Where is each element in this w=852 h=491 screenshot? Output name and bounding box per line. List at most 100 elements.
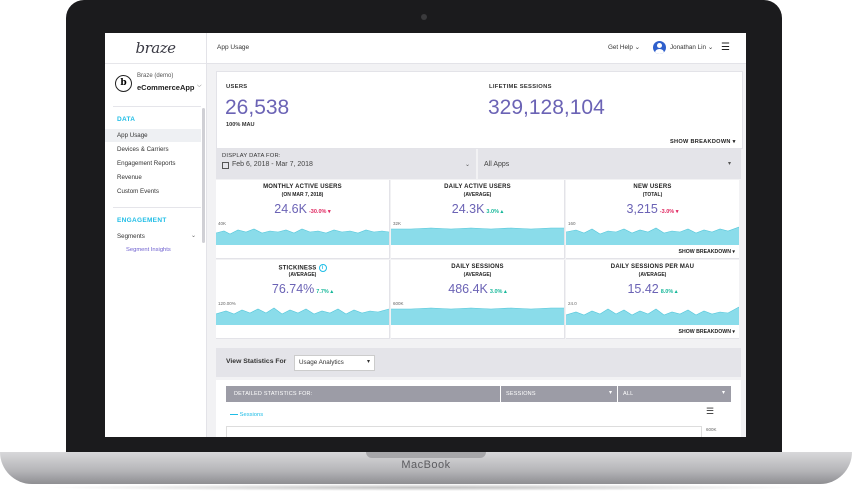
show-breakdown-button[interactable]: SHOW BREAKDOWN ▾: [678, 249, 736, 255]
user-icon: [657, 43, 662, 48]
device-label: MacBook: [401, 459, 451, 471]
metric-value-text: 24.6K: [274, 202, 307, 216]
metric-title: DAILY SESSIONS PER MAU: [610, 264, 695, 270]
sparkline-line: [216, 228, 389, 235]
user-icon-body: [655, 49, 664, 54]
chevron-down-icon[interactable]: ⌄: [191, 233, 197, 239]
metric-delta: -3.0% ▾: [659, 209, 679, 215]
sparkline-area: [216, 308, 389, 325]
legend-line-icon: [230, 413, 238, 415]
divider: [113, 207, 201, 208]
users-value: 26,538: [225, 96, 290, 119]
sparkline-line: [391, 227, 564, 230]
nav-section-data: DATA: [117, 116, 136, 123]
sparkline-area: [391, 308, 564, 325]
chevron-down-icon: ⌄: [707, 44, 714, 51]
sessions-legend[interactable]: Sessions: [230, 412, 263, 418]
apps-filter[interactable]: All Apps ▾: [478, 149, 741, 179]
sidebar-item-devices-carriers[interactable]: Devices & Carriers: [117, 146, 169, 153]
sidebar-item-revenue[interactable]: Revenue: [117, 174, 142, 181]
lifetime-sessions-label: LIFETIME SESSIONS: [489, 84, 552, 90]
sessions-chart-area: [226, 426, 702, 437]
metric-value-text: 24.3K: [451, 202, 485, 216]
sparkline-area: [566, 307, 739, 325]
sessions-legend-label: Sessions: [239, 412, 264, 418]
sparkline-area: [566, 227, 739, 245]
metric-title: STICKINESS i: [216, 264, 389, 272]
top-bar: App Usage Get Help ⌄ Jonathan Lin ⌄ ☰: [207, 33, 746, 64]
metric-title: DAILY SESSIONS: [451, 264, 504, 270]
show-breakdown-button[interactable]: SHOW BREAKDOWN ▾: [678, 329, 736, 335]
metric-subtitle: (AVERAGE): [463, 272, 492, 278]
date-range-filter[interactable]: DISPLAY DATA FOR: Feb 6, 2018 - Mar 7, 2…: [216, 149, 476, 179]
detailed-statistics-header: DETAILED STATISTICS FOR: SESSIONS ▾ ALL …: [226, 386, 731, 402]
nav-section-engagement: ENGAGEMENT: [117, 217, 167, 224]
braze-logo[interactable]: braze: [135, 39, 177, 57]
metric-axis-label: 24.0: [568, 301, 577, 306]
divider: [113, 106, 201, 107]
sidebar-item-app-usage[interactable]: App Usage: [105, 129, 201, 142]
metric-value: 76.74% 7.7% ▴: [216, 282, 389, 296]
sessions-column-select[interactable]: SESSIONS: [506, 391, 536, 397]
users-mau: 100% MAU: [226, 122, 255, 128]
metric-delta: 3.0% ▴: [486, 209, 504, 215]
view-statistics-bar: View Statistics For Usage Analytics ▾: [216, 348, 741, 377]
avatar[interactable]: [653, 41, 666, 54]
metric-sparkline: [566, 306, 739, 325]
chart-menu-icon[interactable]: ☰: [706, 406, 715, 416]
get-help-menu[interactable]: Get Help ⌄: [608, 44, 640, 51]
sidebar-scrollbar[interactable]: [202, 108, 205, 243]
sparkline-area: [391, 228, 564, 245]
metric-sparkline: [216, 307, 389, 325]
metric-value-text: 486.4K: [448, 282, 488, 296]
statistics-select-value: Usage Analytics: [299, 359, 344, 366]
all-column-label: ALL: [623, 391, 634, 397]
show-breakdown-label: SHOW BREAKDOWN: [670, 139, 731, 145]
statistics-select[interactable]: Usage Analytics ▾: [294, 355, 375, 371]
metric-sparkline: [216, 228, 389, 245]
display-data-label: DISPLAY DATA FOR:: [222, 153, 281, 159]
all-column-select[interactable]: ALL: [623, 391, 633, 397]
metric-axis-label: 40K: [218, 221, 227, 226]
divider: [500, 386, 501, 402]
metric-title: MONTHLY ACTIVE USERS: [263, 184, 342, 190]
show-breakdown-button[interactable]: SHOW BREAKDOWN ▾: [670, 139, 736, 145]
hamburger-menu-icon[interactable]: ☰: [721, 42, 730, 53]
metric-subtitle: (AVERAGE): [463, 192, 492, 198]
sidebar: braze b Braze (demo) eCommerceApp ⌵ DATA…: [105, 33, 207, 437]
lifetime-sessions-value: 329,128,104: [488, 96, 605, 119]
metric-tile-daily-active-users: DAILY ACTIVE USERS (AVERAGE) 24.3K 3.0% ▴ 32…: [391, 180, 565, 259]
logo-bar: braze: [105, 33, 206, 64]
metric-delta: -30.0% ▾: [308, 209, 331, 215]
metric-value: 24.6K -30.0% ▾: [216, 202, 389, 216]
metric-subtitle: (AVERAGE): [638, 272, 667, 278]
metric-axis-label: 120.00%: [218, 301, 236, 306]
metric-delta: 7.7% ▴: [316, 289, 334, 295]
metric-title: DAILY ACTIVE USERS: [444, 184, 511, 190]
sessions-column-label: SESSIONS: [506, 391, 536, 397]
user-name: Jonathan Lin: [670, 44, 707, 51]
metric-sparkline: [566, 226, 739, 245]
page-title: App Usage: [217, 44, 250, 51]
sidebar-subitem-segment-insights[interactable]: Segment Insights: [126, 247, 171, 253]
chevron-down-icon: ⌵: [197, 83, 202, 89]
app-screen: braze b Braze (demo) eCommerceApp ⌵ DATA…: [105, 33, 746, 437]
user-menu[interactable]: Jonathan Lin ⌄: [670, 44, 713, 51]
metric-value: 486.4K 3.0% ▴: [391, 282, 564, 296]
detailed-statistics-card: DETAILED STATISTICS FOR: SESSIONS ▾ ALL …: [216, 380, 741, 437]
metric-title: NEW USERS: [633, 184, 672, 190]
metric-value: 3,215 -3.0% ▾: [566, 202, 739, 216]
summary-card: USERS 26,538 100% MAU LIFETIME SESSIONS …: [216, 71, 743, 149]
sidebar-item-custom-events[interactable]: Custom Events: [117, 188, 159, 195]
metric-tile-new-users: NEW USERS (TOTAL) 3,215 -3.0% ▾ 160 SHOW BREA…: [566, 180, 739, 259]
info-icon[interactable]: i: [318, 264, 327, 272]
caret-down-icon: ▾: [609, 390, 613, 396]
chevron-down-icon: ⌄: [465, 162, 471, 168]
divider: [617, 386, 618, 402]
sidebar-item-engagement-reports[interactable]: Engagement Reports: [117, 160, 176, 167]
metric-value: 24.3K 3.0% ▴: [391, 202, 564, 216]
metric-axis-label: 160: [568, 221, 576, 226]
sidebar-item-segments[interactable]: Segments: [117, 233, 145, 240]
company-switcher[interactable]: b Braze (demo) eCommerceApp ⌵: [113, 71, 203, 99]
metric-subtitle: (TOTAL): [642, 192, 663, 198]
